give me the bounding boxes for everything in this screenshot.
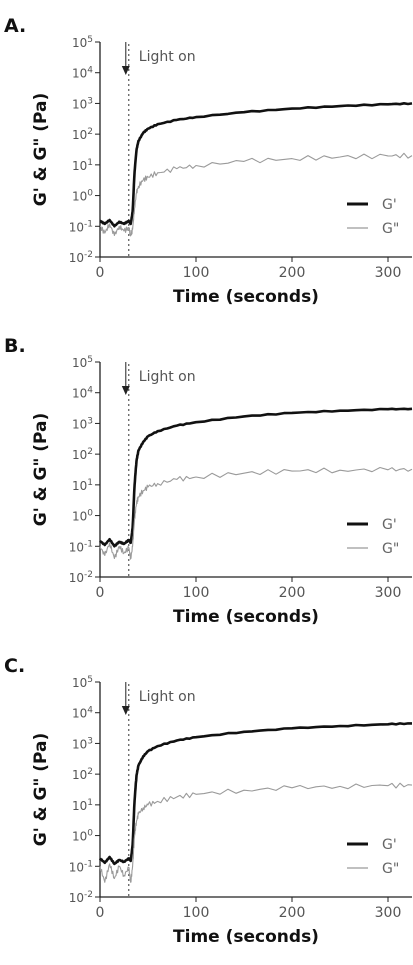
- y-tick-label: 100: [72, 829, 93, 844]
- legend-label: G': [382, 517, 397, 533]
- y-tick-label: 10-2: [69, 250, 93, 265]
- x-tick-label: 300: [375, 905, 402, 921]
- panel-label: B.: [4, 335, 26, 357]
- y-tick-label: 104: [72, 386, 93, 401]
- y-tick-label: 103: [72, 736, 93, 751]
- y-tick-label: 103: [72, 96, 93, 111]
- series-line-g-prime: [98, 722, 412, 866]
- y-tick-label: 102: [72, 127, 93, 142]
- x-tick-label: 300: [375, 585, 402, 601]
- x-tick-label: 100: [183, 585, 210, 601]
- y-tick-label: 102: [72, 447, 93, 462]
- series-line-g-double-prime: [99, 466, 413, 560]
- arrow-head-icon: [121, 706, 130, 715]
- y-tick-label: 101: [72, 478, 93, 493]
- panel-label: C.: [4, 655, 25, 677]
- x-tick-label: 300: [375, 265, 402, 281]
- light-on-label: Light on: [139, 49, 196, 65]
- legend-label: G": [382, 861, 399, 877]
- chart-panel-3: C. 10-2 10-1 100 101 102 103 104 105 0 100 200 300 Ti…: [4, 655, 413, 947]
- x-tick-label: 100: [183, 265, 210, 281]
- y-tick-label: 10-1: [69, 539, 93, 554]
- y-axis-title: G' & G" (Pa): [31, 93, 51, 207]
- y-tick-label: 10-2: [69, 890, 93, 905]
- series-line-g-prime: [99, 407, 413, 548]
- chart-panel-1: A. 10-2 10-1 100 101 102 103 104 105 0 100 200 300 Ti…: [4, 15, 413, 307]
- chart-panel-2: B. 10-2 10-1 100 101 102 103 104 105 0 100 200 300 Ti…: [4, 335, 413, 627]
- y-tick-label: 101: [72, 158, 93, 173]
- y-tick-label: 100: [72, 509, 93, 524]
- y-tick-label: 101: [72, 798, 93, 813]
- y-tick-label: 105: [72, 35, 93, 50]
- x-tick-label: 200: [279, 265, 306, 281]
- x-tick-label: 200: [279, 585, 306, 601]
- x-tick-label: 0: [96, 905, 105, 921]
- x-tick-label: 0: [96, 585, 105, 601]
- y-tick-label: 103: [72, 416, 93, 431]
- arrow-head-icon: [121, 66, 130, 75]
- y-tick-label: 104: [72, 706, 93, 721]
- x-axis-title: Time (seconds): [173, 927, 319, 947]
- x-axis-title: Time (seconds): [173, 607, 319, 627]
- y-tick-label: 10-1: [69, 859, 93, 874]
- y-axis-title: G' & G" (Pa): [31, 413, 51, 527]
- y-tick-label: 100: [72, 189, 93, 204]
- series-line-g-double-prime: [99, 152, 413, 237]
- x-tick-label: 100: [183, 905, 210, 921]
- legend-label: G": [382, 541, 399, 557]
- legend-label: G': [382, 837, 397, 853]
- y-tick-label: 102: [72, 767, 93, 782]
- x-tick-label: 0: [96, 265, 105, 281]
- arrow-head-icon: [121, 386, 130, 395]
- series-line-g-double-prime: [99, 782, 413, 883]
- light-on-label: Light on: [139, 369, 196, 385]
- y-tick-label: 104: [72, 66, 93, 81]
- panel-label: A.: [4, 15, 26, 37]
- y-tick-label: 10-1: [69, 219, 93, 234]
- y-tick-label: 105: [72, 675, 93, 690]
- x-tick-label: 200: [279, 905, 306, 921]
- y-axis-title: G' & G" (Pa): [31, 733, 51, 847]
- series-line-g-prime: [99, 102, 413, 228]
- x-axis-title: Time (seconds): [173, 287, 319, 307]
- y-tick-label: 10-2: [69, 570, 93, 585]
- legend-label: G': [382, 197, 397, 213]
- light-on-label: Light on: [139, 689, 196, 705]
- y-tick-label: 105: [72, 355, 93, 370]
- legend-label: G": [382, 221, 399, 237]
